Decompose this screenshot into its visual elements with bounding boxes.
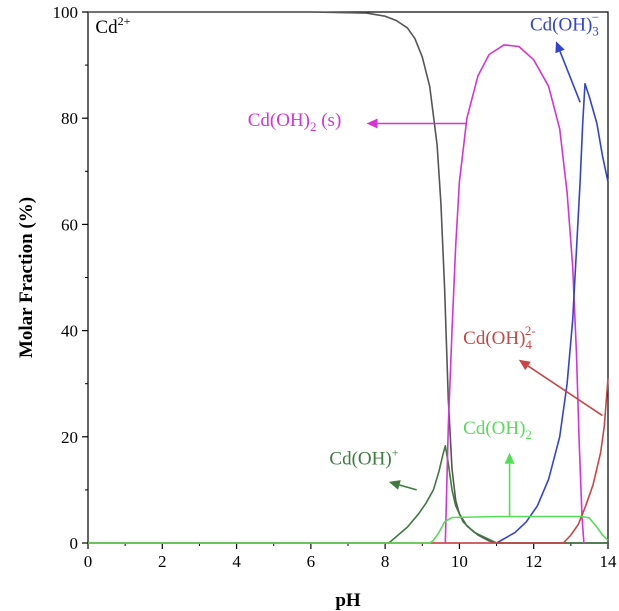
y-tick-label: 100	[53, 3, 79, 22]
y-axis-title: Molar Fraction (%)	[16, 197, 37, 358]
species-label-cd2: Cd2+	[95, 14, 130, 38]
arrow-head	[504, 452, 515, 464]
x-tick-label: 12	[525, 552, 542, 571]
species-label-suffix: (s)	[316, 110, 341, 131]
species-label-base: Cd(OH)	[248, 110, 310, 131]
arrow-shaft	[559, 51, 581, 103]
species-label-base: Cd(OH)	[530, 15, 592, 36]
arrow-head	[518, 359, 531, 371]
species-label-superscript: +	[392, 445, 399, 459]
annotation-arrows	[366, 41, 603, 517]
annotation-labels: Cd2+Cd(OH)2 (s)Cd(OH)3−Cd(OH)42-Cd(OH)+C…	[95, 10, 599, 470]
arrow-shaft	[399, 484, 417, 491]
x-tick-label: 0	[84, 552, 93, 571]
series-line	[496, 82, 609, 544]
y-tick-label: 80	[61, 109, 78, 128]
arrow-head	[388, 480, 401, 490]
series-line	[444, 44, 585, 544]
species-label-superscript: 2+	[118, 14, 131, 28]
species-label-cdoh2aq: Cd(OH)2	[463, 418, 532, 442]
series-line	[88, 378, 609, 544]
species-label-subscript: 2	[525, 427, 532, 442]
y-tick-label: 20	[61, 428, 78, 447]
species-label-superscript: 2-	[525, 323, 536, 338]
y-tick-label: 40	[61, 322, 78, 341]
species-label-cdoh2s: Cd(OH)2 (s)	[248, 110, 342, 134]
arrow-head	[366, 118, 378, 129]
axis-ticks: 0 2 4 6 8 10 12 14 0 20 40 60 80 100	[53, 3, 618, 571]
series-line	[88, 445, 608, 544]
series-curves	[88, 11, 609, 544]
x-tick-label: 2	[158, 552, 167, 571]
species-label-base: Cd(OH)	[463, 418, 525, 439]
species-label-base: Cd(OH)	[329, 448, 391, 469]
species-label-cdohplus: Cd(OH)+	[329, 445, 398, 469]
series-line	[88, 515, 609, 544]
species-label-superscript: −	[592, 10, 599, 25]
x-tick-label: 8	[381, 552, 390, 571]
species-label-cdoh4: Cd(OH)42-	[463, 323, 536, 352]
species-label-subscript: 2	[310, 119, 317, 134]
x-tick-label: 6	[307, 552, 316, 571]
species-label-base: Cd	[95, 17, 118, 38]
species-label-subscript: 3	[592, 24, 599, 39]
x-tick-label: 10	[451, 552, 468, 571]
arrow-head	[555, 41, 565, 54]
y-tick-label: 60	[61, 215, 78, 234]
arrow-shaft	[527, 365, 603, 417]
x-tick-label: 4	[232, 552, 241, 571]
species-label-base: Cd(OH)	[463, 328, 525, 349]
species-label-subscript: 4	[525, 337, 532, 352]
species-label-cdoh3: Cd(OH)3−	[530, 10, 599, 39]
y-tick-label: 0	[70, 534, 79, 553]
x-axis-title: pH	[335, 590, 361, 611]
x-tick-label: 14	[600, 552, 618, 571]
